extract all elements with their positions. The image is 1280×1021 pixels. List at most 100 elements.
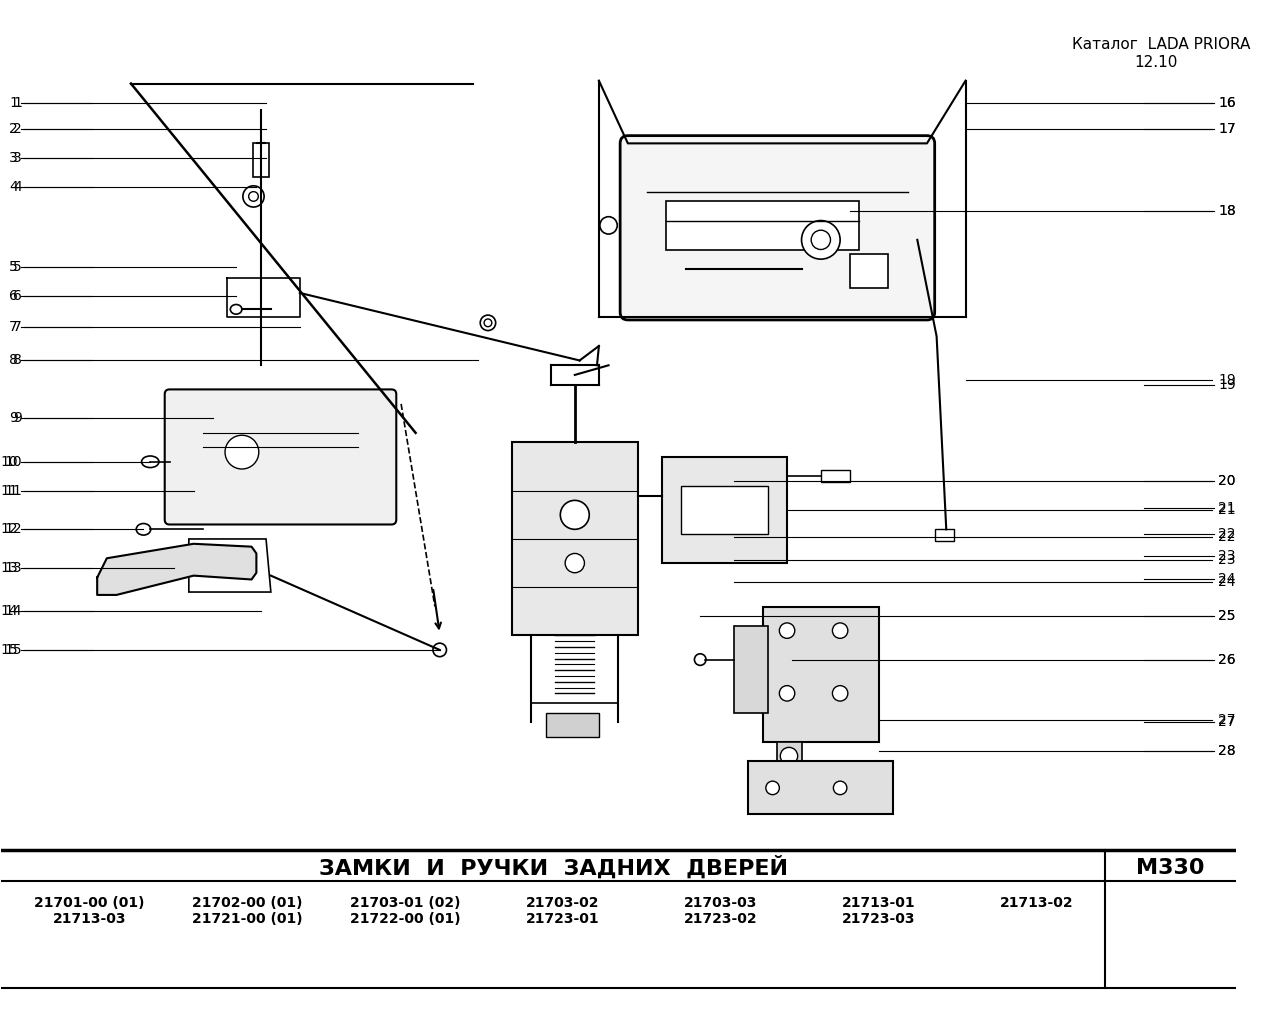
Text: 21713-01: 21713-01 [841,896,915,910]
Text: 9: 9 [13,411,22,426]
Ellipse shape [812,230,831,249]
Ellipse shape [781,747,797,765]
Text: 6: 6 [13,289,22,303]
Text: 25: 25 [1219,610,1236,623]
Text: 21721-00 (01): 21721-00 (01) [192,913,302,926]
Text: 22: 22 [1219,527,1236,541]
Bar [512,442,637,635]
Ellipse shape [433,643,447,657]
Text: 17: 17 [1219,121,1236,136]
Text: 12: 12 [4,523,22,536]
Ellipse shape [832,686,847,701]
Text: 16: 16 [1219,96,1236,110]
Ellipse shape [780,623,795,638]
Text: 23: 23 [1219,553,1236,568]
Text: 25: 25 [1219,610,1236,623]
Text: 20: 20 [1219,474,1236,488]
Text: 19: 19 [1219,378,1236,392]
Text: 15: 15 [4,643,22,657]
Ellipse shape [230,304,242,314]
Ellipse shape [243,186,264,207]
Text: 28: 28 [1219,744,1236,759]
Text: 23: 23 [1219,549,1236,564]
Text: 17: 17 [1219,121,1236,136]
Text: 16: 16 [1219,96,1236,110]
Ellipse shape [136,524,151,535]
Text: 21713-02: 21713-02 [1000,896,1073,910]
Text: 8: 8 [9,353,18,368]
Text: 21703-03: 21703-03 [684,896,758,910]
Bar [934,529,954,541]
Ellipse shape [566,553,585,573]
Bar [777,741,801,794]
Text: 14: 14 [4,604,22,619]
Bar [850,254,888,288]
Text: 8: 8 [13,353,22,368]
Text: 26: 26 [1219,652,1236,667]
Ellipse shape [600,216,617,234]
Bar [662,457,787,564]
Ellipse shape [833,781,847,794]
Text: 21723-02: 21723-02 [684,913,758,926]
Bar [545,713,599,737]
Text: 21702-00 (01): 21702-00 (01) [192,896,302,910]
Text: 2: 2 [13,121,22,136]
Text: 7: 7 [13,320,22,334]
Text: 18: 18 [1219,204,1236,217]
Ellipse shape [225,549,239,564]
Text: 22: 22 [1219,530,1236,544]
Text: 21: 21 [1219,503,1236,517]
Text: 3: 3 [9,151,18,164]
Text: 21703-02: 21703-02 [526,896,599,910]
Text: 1: 1 [13,96,22,110]
FancyBboxPatch shape [620,136,934,320]
Text: 15: 15 [0,643,18,657]
Text: 21722-00 (01): 21722-00 (01) [349,913,461,926]
Text: 20: 20 [1219,474,1236,488]
Text: 18: 18 [1219,204,1236,217]
Text: 10: 10 [0,454,18,469]
Bar [253,143,269,177]
Text: 7: 7 [9,320,18,334]
Ellipse shape [832,623,847,638]
Ellipse shape [780,686,795,701]
Ellipse shape [248,192,259,201]
Ellipse shape [142,456,159,468]
Text: 5: 5 [13,260,22,274]
Ellipse shape [765,781,780,794]
Text: 21713-03: 21713-03 [52,913,125,926]
Text: 19: 19 [1219,373,1236,387]
Text: 27: 27 [1219,716,1236,729]
Bar [681,486,768,534]
Text: 24: 24 [1219,576,1236,589]
Text: ЗАМКИ  И  РУЧКИ  ЗАДНИХ  ДВЕРЕЙ: ЗАМКИ И РУЧКИ ЗАДНИХ ДВЕРЕЙ [319,856,787,879]
Ellipse shape [801,221,840,259]
Bar [763,606,879,741]
Text: 21723-03: 21723-03 [842,913,915,926]
Text: 21: 21 [1219,501,1236,515]
Ellipse shape [225,435,259,469]
Text: 11: 11 [0,484,18,497]
Ellipse shape [695,653,707,666]
Ellipse shape [480,315,495,331]
Text: 21701-00 (01): 21701-00 (01) [35,896,145,910]
Polygon shape [97,544,256,595]
Text: Каталог  LADA PRIORA: Каталог LADA PRIORA [1071,37,1251,52]
Text: 2: 2 [9,121,18,136]
Text: 10: 10 [4,454,22,469]
Text: 21723-01: 21723-01 [526,913,599,926]
Text: М330: М330 [1137,858,1204,877]
Bar [667,201,859,249]
Text: 6: 6 [9,289,18,303]
Text: 11: 11 [4,484,22,497]
Text: 27: 27 [1219,714,1236,727]
Ellipse shape [484,319,492,327]
Text: 12: 12 [0,523,18,536]
Text: 1: 1 [9,96,18,110]
Bar [733,626,768,713]
Text: 9: 9 [9,411,18,426]
FancyBboxPatch shape [165,389,397,525]
Text: 5: 5 [9,260,18,274]
Ellipse shape [561,500,589,529]
Text: 12.10: 12.10 [1134,54,1178,69]
